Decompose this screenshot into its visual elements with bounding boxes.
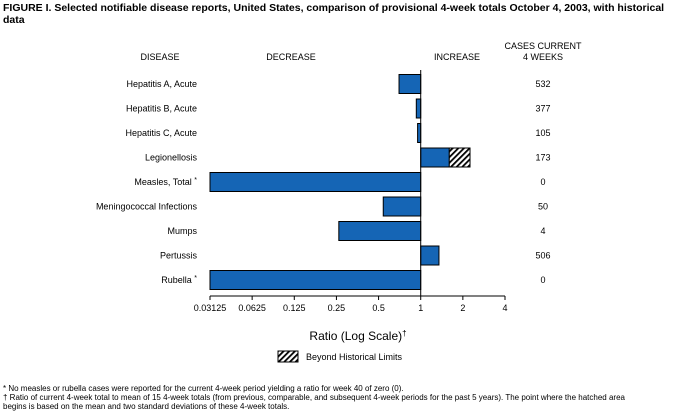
footnotes: * No measles or rubella cases were repor… — [3, 384, 679, 411]
x-axis-label: Ratio (Log Scale) — [309, 329, 402, 343]
cases-value: 377 — [535, 104, 550, 114]
bar-measles-total — [209, 172, 422, 192]
category-label: Pertussis — [160, 251, 198, 261]
cases-header-line2: 4 WEEKS — [523, 52, 563, 62]
bar-rubella — [209, 270, 422, 290]
x-tick-label: 0.125 — [283, 303, 306, 313]
footnote-ratio-line2: begins is based on the mean and two stan… — [3, 402, 290, 411]
cases-value: 0 — [540, 275, 545, 285]
ratio-bar-chart: DISEASE DECREASE INCREASE CASES CURRENT … — [96, 41, 582, 363]
category-label: Mumps — [167, 226, 197, 236]
x-tick-label: 0.25 — [328, 303, 346, 313]
footnote-measles-rubella: * No measles or rubella cases were repor… — [3, 384, 404, 393]
chart-rows: Hepatitis A, Acute 532 Hepatitis B, Acute 3… — [96, 74, 551, 290]
decrease-header: DECREASE — [266, 52, 316, 62]
bar-legionellosis — [420, 147, 450, 168]
bar-hepatitis-b-acute — [415, 98, 422, 119]
figure-title: FIGURE I. Selected notifiable disease re… — [3, 2, 665, 26]
cases-header-line1: CASES CURRENT — [504, 41, 582, 51]
bar-meningococcal-infections — [382, 196, 422, 217]
cases-value: 4 — [540, 226, 545, 236]
bar-hatched-legionellosis — [448, 147, 471, 168]
category-label: Hepatitis A, Acute — [126, 79, 197, 89]
cases-value: 50 — [538, 202, 548, 212]
category-label: Rubella * — [161, 275, 197, 285]
increase-header: INCREASE — [434, 52, 480, 62]
cases-value: 173 — [535, 153, 550, 163]
category-label: Legionellosis — [145, 153, 198, 163]
category-label: Hepatitis B, Acute — [126, 104, 197, 114]
x-tick-label: 0.0625 — [238, 303, 266, 313]
footnote-mark: * — [194, 275, 197, 282]
category-label: Hepatitis C, Acute — [125, 128, 197, 138]
cases-value: 0 — [540, 177, 545, 187]
x-tick-label: 1 — [418, 303, 423, 313]
bar-mumps — [338, 221, 422, 241]
bar-hepatitis-a-acute — [398, 74, 422, 94]
x-axis-title: Ratio (Log Scale)† — [309, 329, 406, 343]
x-axis-footnote-mark: † — [402, 329, 406, 338]
disease-header: DISEASE — [140, 52, 179, 62]
category-label: Meningococcal Infections — [96, 202, 198, 212]
cases-value: 105 — [535, 128, 550, 138]
x-axis: 0.03125 0.0625 0.125 0.25 0.5 1 2 4 — [194, 70, 508, 313]
legend-hatch-swatch — [277, 350, 299, 363]
x-tick-label: 2 — [460, 303, 465, 313]
x-tick-label: 0.03125 — [194, 303, 227, 313]
footnote-ratio-line1: † Ratio of current 4-week total to mean … — [3, 393, 625, 402]
cases-value: 506 — [535, 251, 550, 261]
legend-label: Beyond Historical Limits — [306, 352, 403, 362]
bar-pertussis — [420, 245, 440, 266]
footnote-mark: * — [194, 177, 197, 184]
cases-value: 532 — [535, 79, 550, 89]
x-tick-label: 4 — [502, 303, 507, 313]
category-label: Measles, Total * — [134, 177, 197, 187]
x-tick-label: 0.5 — [372, 303, 385, 313]
